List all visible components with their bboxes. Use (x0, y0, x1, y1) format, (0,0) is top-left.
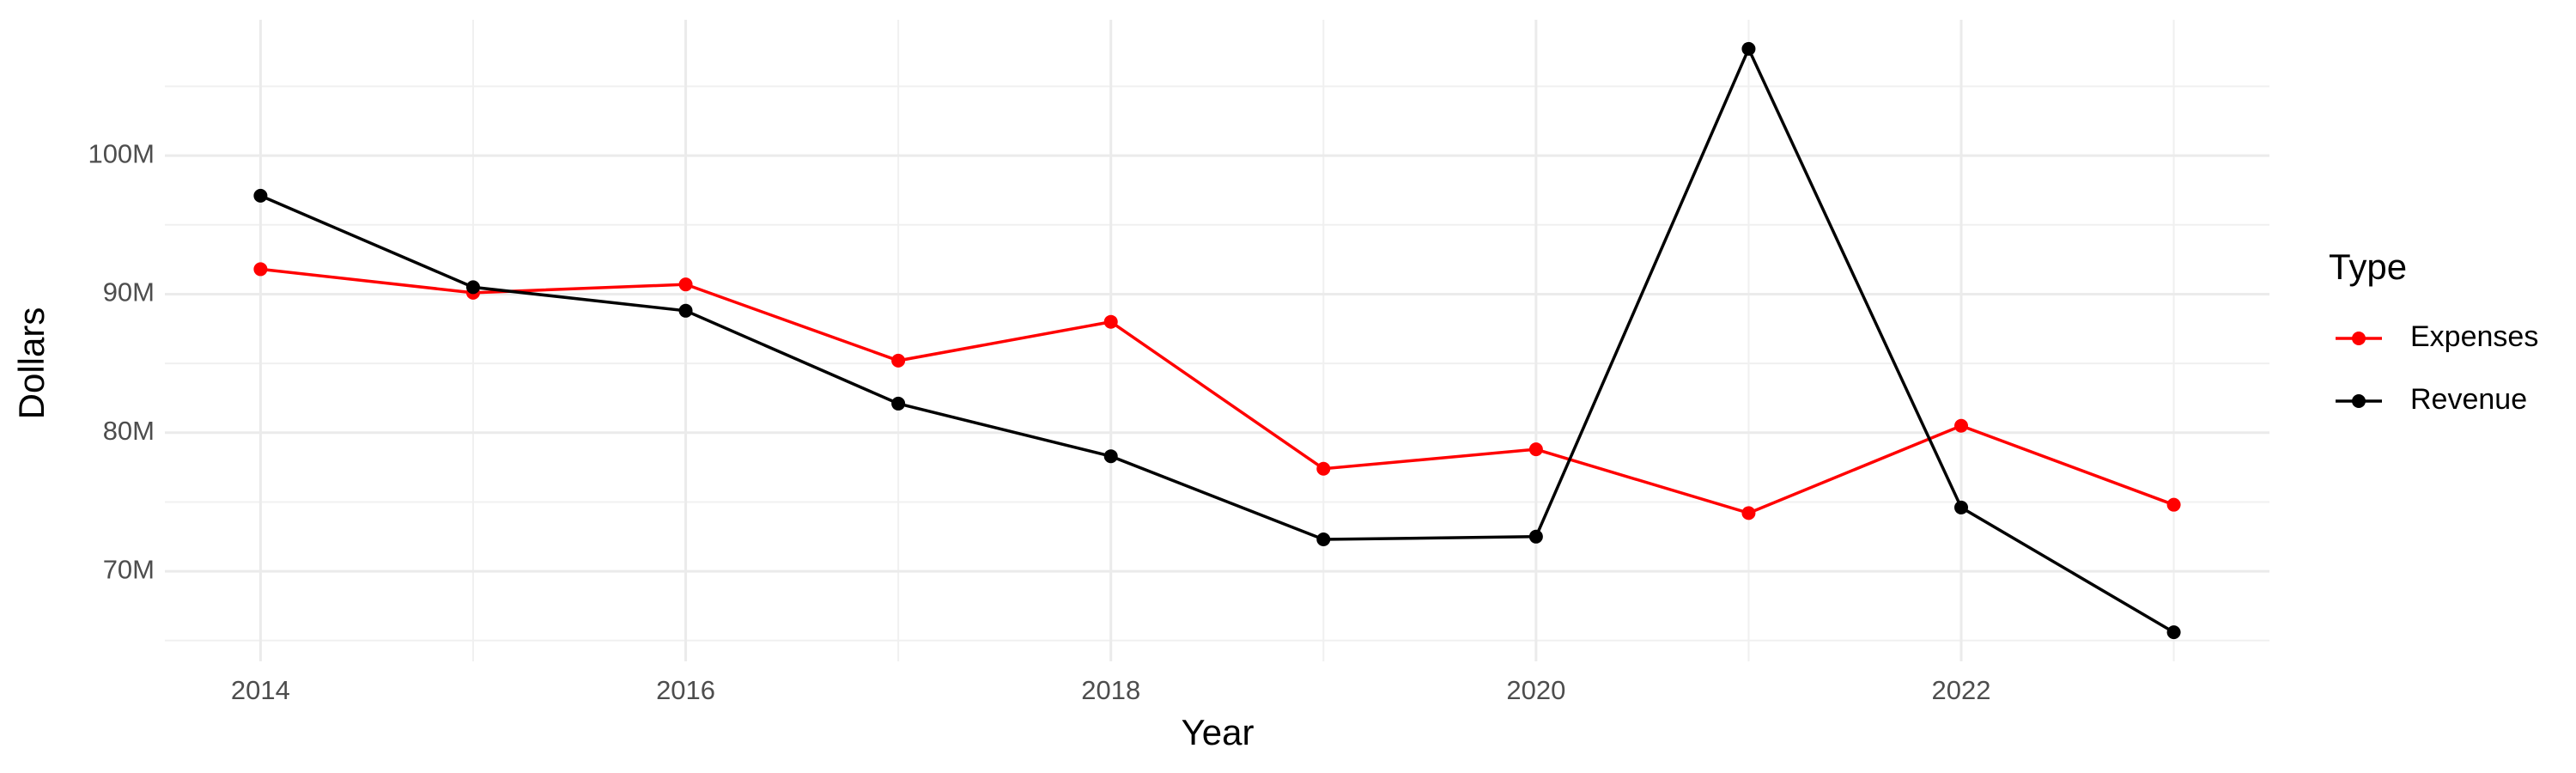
point (1316, 533, 1331, 547)
y-tick-label: 80M (103, 416, 155, 446)
point (1741, 506, 1756, 520)
point (1528, 442, 1543, 457)
x-tick-label: 2016 (656, 675, 715, 705)
point (2166, 625, 2181, 640)
y-axis-title: Dollars (11, 307, 52, 420)
point (1103, 314, 1118, 329)
y-tick-label: 70M (103, 554, 155, 584)
series-line (260, 267, 2175, 515)
point (2166, 497, 2181, 512)
x-tick-label: 2014 (231, 675, 290, 705)
point (1954, 418, 1969, 433)
y-tick-label: 90M (103, 277, 155, 307)
series-line (259, 45, 2175, 634)
point (1316, 461, 1331, 476)
point (891, 396, 906, 411)
x-tick-label: 2022 (1932, 675, 1991, 705)
point (678, 303, 693, 318)
legend-label: Expenses (2410, 320, 2538, 353)
point (253, 188, 268, 203)
x-tick-label: 2018 (1081, 675, 1140, 705)
legend-swatch (2352, 332, 2366, 345)
point (253, 262, 268, 277)
y-tick-label: 100M (88, 138, 155, 168)
point (1954, 500, 1969, 514)
point (1741, 41, 1756, 56)
legend-label: Revenue (2410, 383, 2527, 416)
legend-title: Type (2329, 247, 2407, 287)
point (1103, 449, 1118, 464)
point (1528, 529, 1543, 544)
x-tick-label: 2020 (1506, 675, 1565, 705)
point (465, 280, 480, 295)
x-axis-title: Year (1182, 712, 1255, 752)
legend-swatch (2352, 394, 2366, 408)
point (891, 353, 906, 368)
point (678, 277, 693, 292)
